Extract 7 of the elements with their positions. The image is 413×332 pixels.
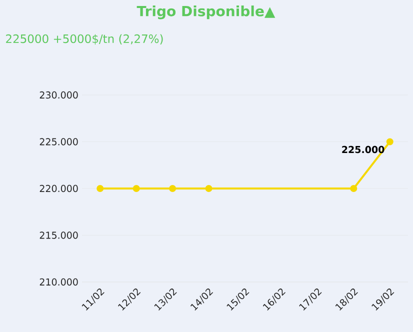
y-tick-label: 225.000 (40, 138, 78, 146)
y-tick-label: 215.000 (40, 232, 78, 239)
chart-title: Trigo Disponible▲ (136, 6, 276, 20)
y-tick-label: 220.000 (40, 184, 78, 192)
y-tick-label: 230.000 (40, 91, 78, 99)
y-tick-label: 210.000 (40, 278, 78, 286)
chart-subtitle: 225000 +5000$/tn (2,27%) (6, 34, 163, 45)
